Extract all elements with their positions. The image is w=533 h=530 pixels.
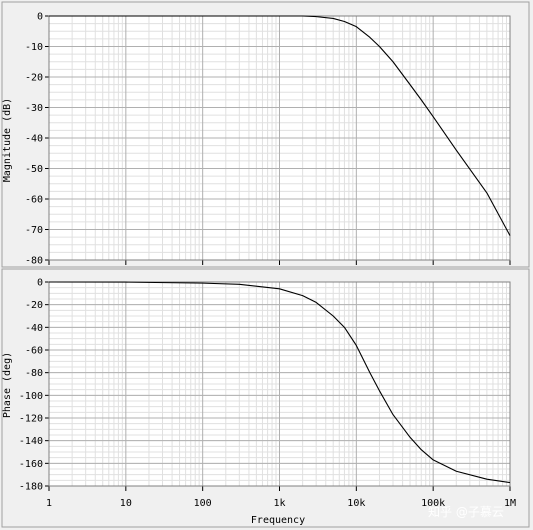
frequency-tick-label: 100 — [194, 498, 212, 509]
phase-y-tick-label: -80 — [25, 368, 43, 379]
magnitude-y-tick-label: 0 — [37, 12, 43, 23]
frequency-axis-label: Frequency — [251, 515, 305, 526]
magnitude-axis-label: Magnitude (dB) — [2, 98, 13, 182]
phase-y-tick-label: -140 — [19, 436, 43, 447]
magnitude-panel: 0 -10 -20 -30 -40 -50 -60 -70 -80 — [1, 1, 530, 268]
magnitude-y-tick-label: -10 — [25, 42, 43, 53]
magnitude-y-tick-label: -70 — [25, 225, 43, 236]
phase-y-tick-label: -20 — [25, 300, 43, 311]
frequency-tick-label: 10k — [347, 498, 365, 509]
phase-axes-border — [48, 281, 511, 487]
magnitude-y-tick-label: -60 — [25, 195, 43, 206]
phase-y-tick-label: -100 — [19, 391, 43, 402]
magnitude-y-tick-label: -40 — [25, 134, 43, 145]
magnitude-y-tick-label: -50 — [25, 164, 43, 175]
phase-y-tick-label: -40 — [25, 323, 43, 334]
phase-y-tick-label: -180 — [19, 482, 43, 493]
frequency-tick-label: 1 — [46, 498, 52, 509]
phase-y-tick-label: -60 — [25, 346, 43, 357]
magnitude-series-line — [49, 15, 511, 236]
magnitude-y-tick-label: -20 — [25, 73, 43, 84]
frequency-tick-label: 1M — [504, 498, 516, 509]
frequency-tick-label: 100k — [421, 498, 445, 509]
frequency-tick-label: 1k — [273, 498, 285, 509]
phase-y-tick-label: -160 — [19, 459, 43, 470]
phase-y-tick-label: 0 — [37, 278, 43, 289]
phase-axis-label: Phase (deg) — [2, 352, 13, 418]
phase-series-line — [48, 281, 511, 484]
watermark-text: 知乎 @子慕云 — [428, 505, 504, 519]
magnitude-y-tick-label: -30 — [25, 103, 43, 114]
frequency-tick-label: 10 — [120, 498, 132, 509]
magnitude-y-tick-label: -80 — [25, 256, 43, 267]
phase-y-tick-label: -120 — [19, 414, 43, 425]
